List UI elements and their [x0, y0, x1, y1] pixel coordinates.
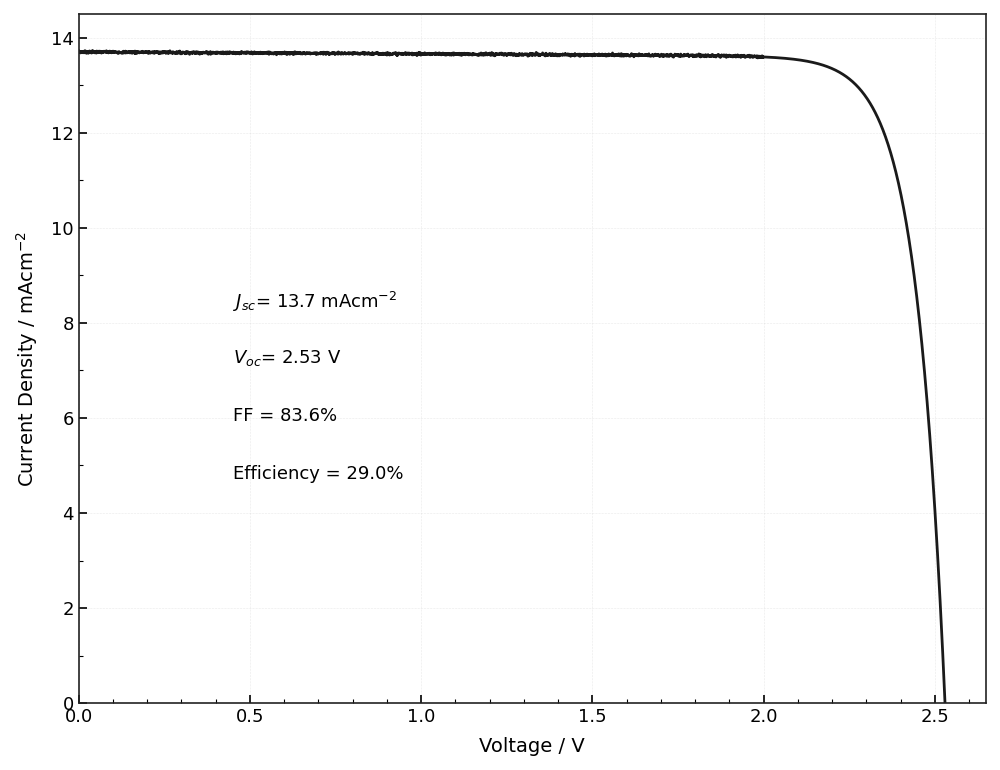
Y-axis label: Current Density / mAcm$^{-2}$: Current Density / mAcm$^{-2}$: [14, 230, 40, 487]
X-axis label: Voltage / V: Voltage / V: [479, 737, 585, 756]
Text: Efficiency = 29.0%: Efficiency = 29.0%: [233, 465, 403, 484]
Text: $J_{sc}$= 13.7 mAcm$^{-2}$: $J_{sc}$= 13.7 mAcm$^{-2}$: [233, 290, 397, 313]
Text: $V_{oc}$= 2.53 V: $V_{oc}$= 2.53 V: [233, 348, 341, 368]
Text: FF = 83.6%: FF = 83.6%: [233, 407, 337, 425]
